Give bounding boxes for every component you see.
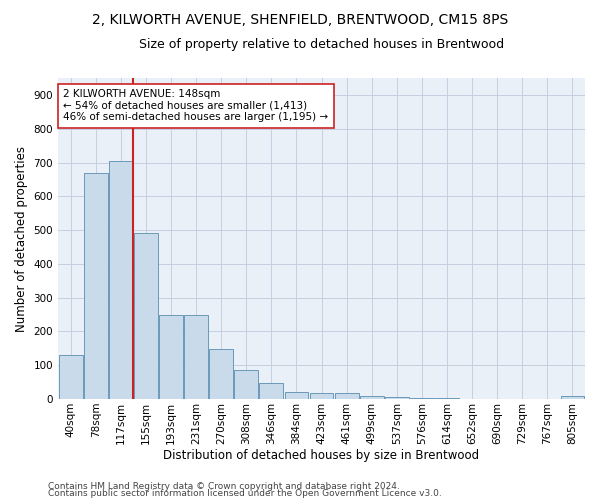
Bar [410,398,434,399]
Bar [134,234,158,399]
Bar [84,172,107,399]
Bar [360,396,383,399]
Bar [385,398,409,399]
Bar [159,315,183,399]
X-axis label: Distribution of detached houses by size in Brentwood: Distribution of detached houses by size … [163,450,479,462]
Bar [284,392,308,399]
Text: Contains public sector information licensed under the Open Government Licence v3: Contains public sector information licen… [48,489,442,498]
Bar [235,370,258,399]
Title: Size of property relative to detached houses in Brentwood: Size of property relative to detached ho… [139,38,504,51]
Bar [209,349,233,399]
Bar [560,396,584,399]
Bar [310,394,334,399]
Bar [109,161,133,399]
Bar [435,398,459,399]
Text: Contains HM Land Registry data © Crown copyright and database right 2024.: Contains HM Land Registry data © Crown c… [48,482,400,491]
Bar [184,315,208,399]
Bar [259,383,283,399]
Bar [59,355,83,399]
Text: 2 KILWORTH AVENUE: 148sqm
← 54% of detached houses are smaller (1,413)
46% of se: 2 KILWORTH AVENUE: 148sqm ← 54% of detac… [64,90,328,122]
Y-axis label: Number of detached properties: Number of detached properties [15,146,28,332]
Text: 2, KILWORTH AVENUE, SHENFIELD, BRENTWOOD, CM15 8PS: 2, KILWORTH AVENUE, SHENFIELD, BRENTWOOD… [92,12,508,26]
Bar [335,394,359,399]
